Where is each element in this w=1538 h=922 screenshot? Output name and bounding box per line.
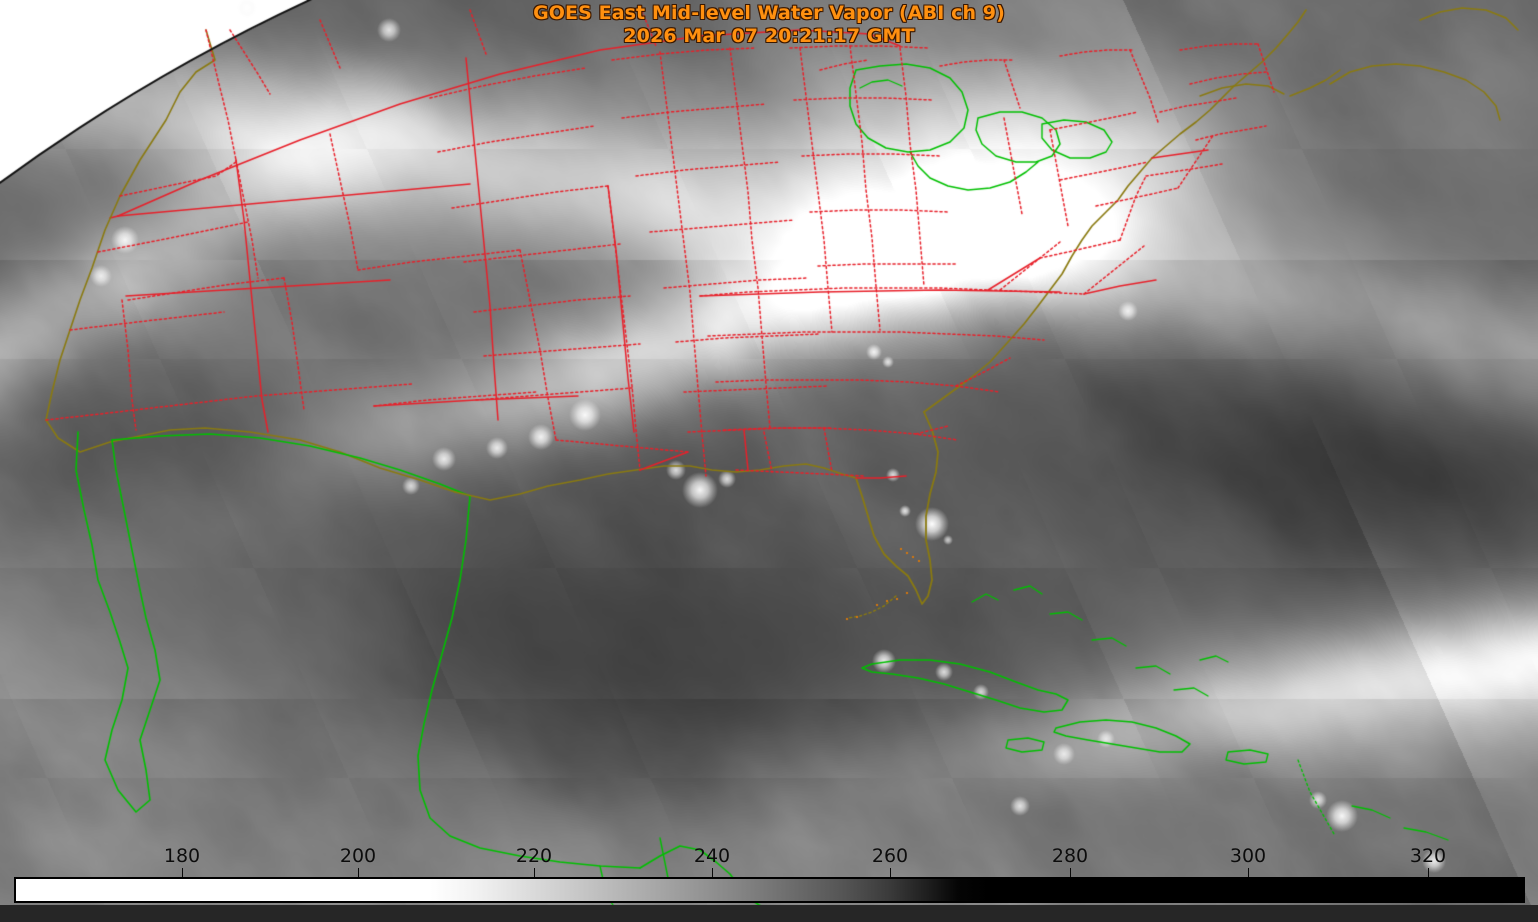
satellite-image-viewer: GOES East Mid-level Water Vapor (ABI ch … [0,0,1538,922]
satellite-imagery-canvas [0,0,1538,922]
